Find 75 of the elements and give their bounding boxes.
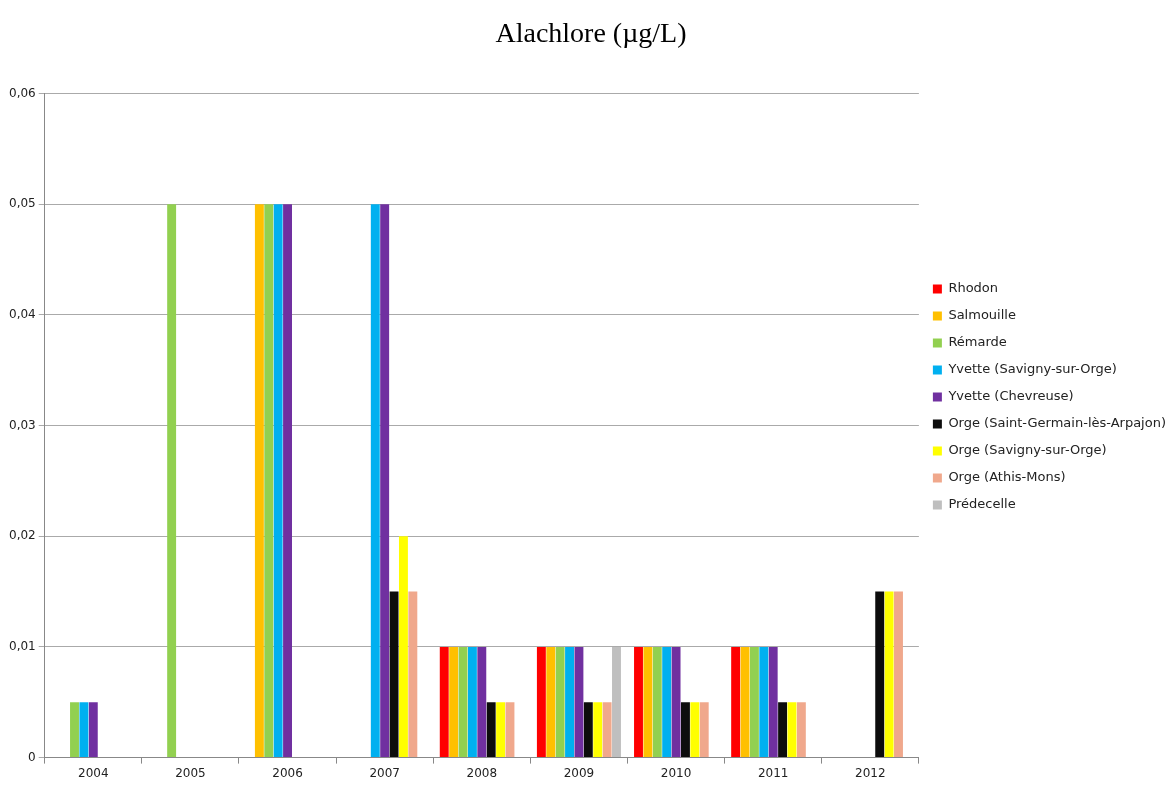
bar <box>778 702 788 758</box>
bar <box>875 591 885 758</box>
x-tick-label: 2006 <box>272 765 303 780</box>
x-tick-label: 2007 <box>369 765 400 780</box>
bar <box>699 702 709 758</box>
bar <box>546 646 556 758</box>
legend-label: Rémarde <box>948 334 1007 350</box>
bar <box>283 204 292 758</box>
y-tick-label: 0,06 <box>9 85 36 100</box>
bar <box>449 646 459 758</box>
bar <box>264 204 274 758</box>
bar <box>254 204 264 758</box>
bar <box>593 702 603 758</box>
legend-label: Prédecelle <box>948 496 1016 512</box>
bar <box>273 204 283 758</box>
bar <box>740 646 750 758</box>
x-tick-label: 2011 <box>757 765 789 780</box>
x-tick-label: 2005 <box>175 765 206 780</box>
bar <box>574 646 584 758</box>
chart-title: Alachlore (µg/L) <box>495 17 687 49</box>
bar <box>634 646 643 758</box>
bar <box>88 702 98 758</box>
legend-label: Orge (Savigny-sur-Orge) <box>948 442 1107 458</box>
legend-label: Orge (Saint-Germain-lès-Arpajon) <box>948 415 1167 431</box>
bar <box>439 646 449 758</box>
bar <box>731 646 741 758</box>
y-tick-label: 0,02 <box>9 528 36 543</box>
bar <box>496 702 506 758</box>
bar <box>555 646 565 758</box>
legend-label: Orge (Athis-Mons) <box>948 469 1066 485</box>
bar <box>79 702 89 758</box>
legend-label: Yvette (Chevreuse) <box>947 388 1074 404</box>
bar <box>70 702 79 758</box>
bar <box>768 646 778 758</box>
legend-label: Rhodon <box>948 280 999 296</box>
legend-label: Yvette (Savigny-sur-Orge) <box>947 361 1117 377</box>
y-tick-label: 0,01 <box>9 639 36 654</box>
bar <box>536 646 546 758</box>
bar <box>894 591 903 758</box>
bar <box>565 646 574 758</box>
bar <box>652 646 662 758</box>
bar <box>759 646 769 758</box>
bar <box>458 646 468 758</box>
y-tick-label: 0,03 <box>9 417 36 432</box>
bar <box>389 591 399 758</box>
bar <box>467 646 477 758</box>
bar <box>583 702 593 758</box>
bar <box>477 646 487 758</box>
x-tick-label: 2012 <box>855 765 886 780</box>
y-tick-label: 0,05 <box>9 196 36 211</box>
bar <box>486 702 496 758</box>
bar <box>749 646 759 758</box>
bar <box>796 702 806 758</box>
x-tick-label: 2010 <box>660 765 692 780</box>
bar <box>602 702 612 758</box>
bar <box>398 536 408 758</box>
bar <box>787 702 797 758</box>
x-tick-label: 2008 <box>466 765 498 780</box>
bar <box>408 591 418 758</box>
bar <box>380 204 390 758</box>
x-tick-label: 2009 <box>563 765 595 780</box>
bar <box>167 204 177 758</box>
bar <box>612 646 621 758</box>
x-tick-label: 2004 <box>78 765 109 780</box>
y-tick-label: 0,04 <box>9 307 36 322</box>
bar <box>680 702 690 758</box>
legend-label: Salmouille <box>948 307 1016 323</box>
bar <box>662 646 672 758</box>
bar <box>505 702 515 758</box>
bar <box>884 591 894 758</box>
bar <box>643 646 653 758</box>
bar <box>690 702 700 758</box>
y-tick-label: 0 <box>28 749 36 764</box>
bar <box>370 204 380 758</box>
bar <box>671 646 681 758</box>
